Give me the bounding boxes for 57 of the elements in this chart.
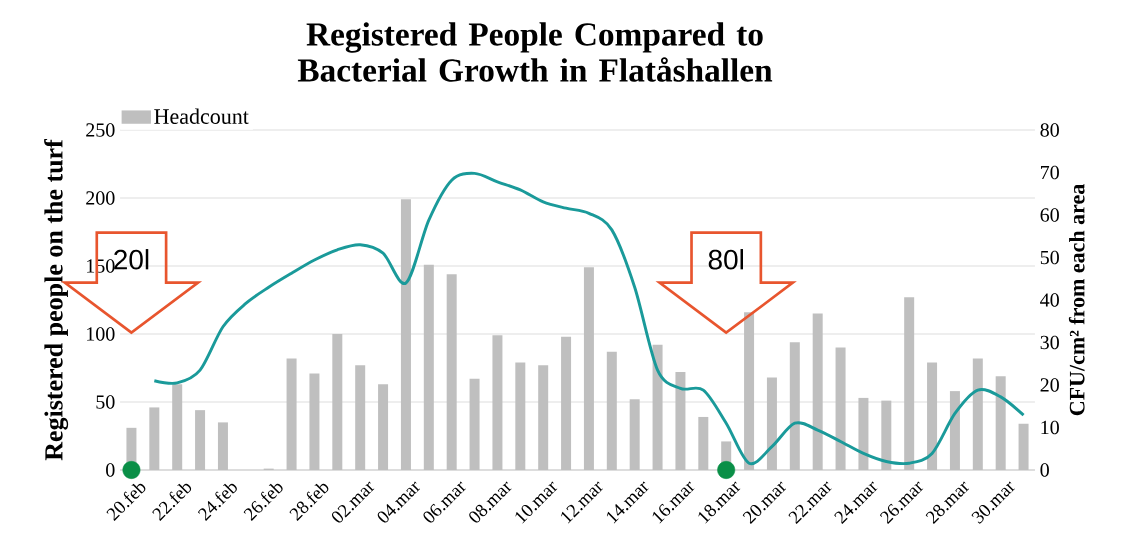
bar: [355, 365, 366, 470]
y2-axis-title: CFU/cm² from each area: [1068, 184, 1085, 416]
bar: [469, 378, 480, 470]
y-tick-label: 100: [87, 327, 115, 341]
bar: [561, 336, 572, 470]
y2-tick-label: 20: [1040, 378, 1059, 392]
y-tick-label: 250: [86, 123, 115, 137]
y-tick-label: 0: [106, 463, 115, 477]
bar: [286, 358, 297, 470]
bar: [423, 264, 434, 470]
bar: [378, 384, 389, 470]
y2-tick-label: 10: [1041, 420, 1059, 435]
bar: [652, 344, 663, 470]
bar: [835, 347, 846, 470]
chart-title: Registered People Compared to Bacterial Growth in Flatåshallen: [297, 22, 773, 82]
bar: [149, 407, 160, 470]
bar: [515, 362, 526, 470]
legend-label: Headcount: [154, 108, 249, 124]
bar: [744, 312, 755, 470]
y2-tick-label: 60: [1040, 208, 1059, 222]
bar: [172, 384, 183, 470]
y-axis-title: Registered people on the turf: [44, 138, 69, 461]
bar: [972, 358, 983, 470]
bar: [789, 342, 800, 470]
bar: [1018, 423, 1029, 470]
annotation: 20l: [114, 249, 149, 270]
y2-tick-label: 80: [1040, 123, 1059, 137]
y2-tick-label: 40: [1040, 293, 1059, 307]
y2-tick-label: 50: [1040, 250, 1059, 265]
bar: [606, 351, 617, 470]
bar: [949, 391, 960, 470]
bar: [309, 373, 320, 470]
bar: [400, 199, 411, 470]
bar: [583, 267, 594, 470]
bar: [492, 335, 503, 470]
bar: [217, 422, 228, 470]
bar: [927, 362, 938, 470]
bar: [812, 313, 823, 470]
bar: [195, 410, 206, 470]
bar: [858, 397, 869, 470]
bar: [904, 297, 915, 470]
bar: [446, 274, 457, 470]
annotation: 80l: [708, 249, 743, 270]
y-tick-label: 200: [86, 191, 115, 205]
line-series: [152, 171, 1026, 466]
bar: [698, 416, 709, 470]
bar: [538, 365, 549, 470]
bar: [995, 376, 1006, 470]
y2-tick-label: 70: [1041, 165, 1059, 180]
bar: [332, 333, 343, 470]
y-tick-label: 50: [96, 395, 115, 409]
bar: [675, 372, 686, 470]
bar: [881, 400, 892, 470]
y2-tick-label: 0: [1040, 463, 1049, 477]
bar: [629, 399, 640, 470]
bar: [766, 377, 777, 470]
y2-tick-label: 30: [1040, 335, 1059, 350]
